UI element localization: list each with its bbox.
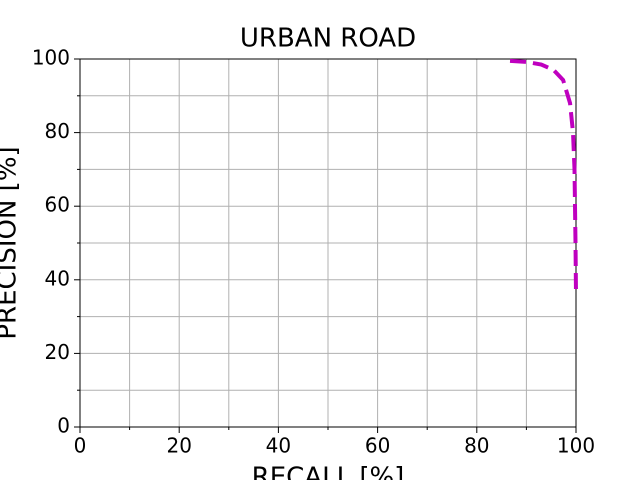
- y-tick-label: 80: [45, 119, 70, 143]
- y-tick-label: 40: [45, 266, 70, 290]
- x-tick-label: 100: [557, 434, 595, 458]
- y-tick-label: 100: [32, 46, 70, 70]
- plot-frame: [79, 58, 577, 428]
- y-tick-label: 0: [57, 414, 70, 438]
- x-tick-label: 20: [166, 434, 191, 458]
- x-tick-label: 40: [266, 434, 291, 458]
- y-tick-label: 60: [45, 193, 70, 217]
- x-tick-label: 0: [74, 434, 87, 458]
- x-axis-label: RECALL [%]: [252, 463, 405, 480]
- x-tick-label: 80: [464, 434, 489, 458]
- y-axis-label: PRECISION [%]: [0, 146, 23, 339]
- y-tick-label: 20: [45, 340, 70, 364]
- pr-curve: [509, 58, 578, 295]
- x-tick-label: 60: [365, 434, 390, 458]
- chart-title: URBAN ROAD: [240, 24, 416, 54]
